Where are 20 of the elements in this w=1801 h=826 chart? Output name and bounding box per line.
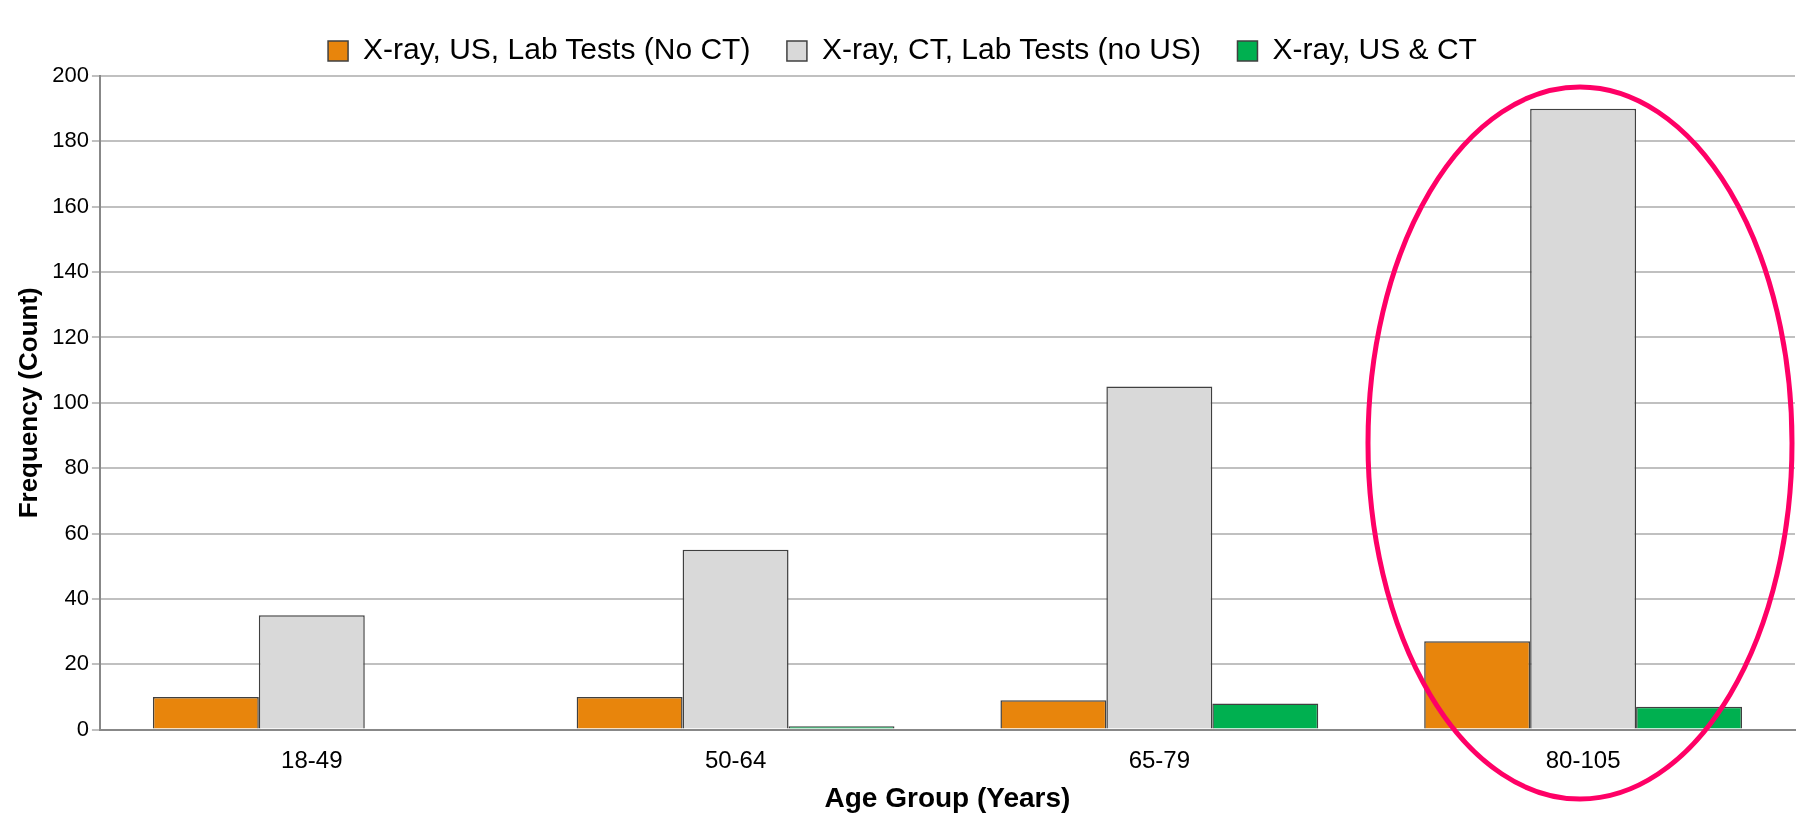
y-tick-label: 160 [52, 192, 89, 218]
y-tick-label: 200 [52, 62, 89, 88]
y-tick-label: 100 [52, 388, 89, 414]
x-tick-label: 65-79 [1128, 745, 1191, 773]
y-tick-label: 80 [64, 454, 89, 480]
y-tick-label: 60 [64, 519, 89, 545]
x-axis-title: Age Group (Years) [824, 781, 1071, 813]
x-tick-label: 18-49 [281, 745, 343, 773]
legend-label: X-ray, CT, Lab Tests (no US) [821, 32, 1201, 66]
legend-label: X-ray, US & CT [1272, 32, 1477, 66]
x-tick-label: 50-64 [704, 745, 767, 773]
y-tick-label: 120 [52, 323, 89, 349]
y-tick-label: 20 [64, 650, 89, 676]
x-tick-label: 80-105 [1545, 745, 1621, 773]
y-axis-title: Frequency (Count) [12, 287, 43, 519]
y-tick-label: 0 [76, 715, 89, 741]
y-tick-label: 140 [52, 258, 89, 284]
y-tick-label: 40 [64, 584, 89, 610]
y-tick-label: 180 [52, 127, 89, 153]
legend-label: X-ray, US, Lab Tests (No CT) [363, 32, 751, 66]
